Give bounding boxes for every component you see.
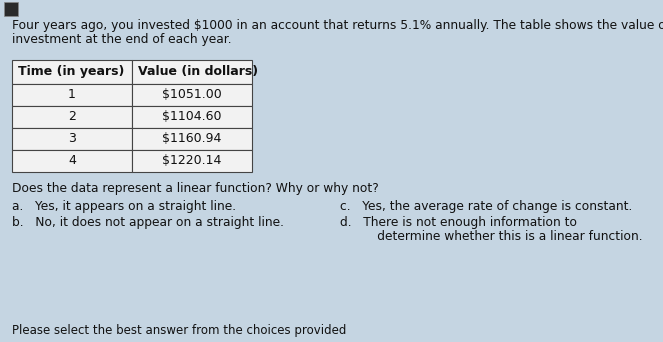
Bar: [132, 60, 252, 84]
Text: 3: 3: [68, 132, 76, 145]
Bar: [12, 106, 132, 128]
Bar: [132, 150, 252, 172]
Text: Please select the best answer from the choices provided: Please select the best answer from the c…: [12, 324, 346, 337]
Text: 4: 4: [68, 155, 76, 168]
Text: $1051.00: $1051.00: [162, 89, 222, 102]
Text: b.   No, it does not appear on a straight line.: b. No, it does not appear on a straight …: [12, 216, 284, 229]
Bar: [12, 150, 132, 172]
Text: $1160.94: $1160.94: [162, 132, 221, 145]
Bar: [132, 106, 252, 128]
Text: $1220.14: $1220.14: [162, 155, 221, 168]
Text: determine whether this is a linear function.: determine whether this is a linear funct…: [354, 230, 642, 243]
Text: c.   Yes, the average rate of change is constant.: c. Yes, the average rate of change is co…: [340, 200, 633, 213]
Text: Value (in dollars): Value (in dollars): [138, 66, 258, 79]
Bar: [132, 84, 252, 106]
Text: Does the data represent a linear function? Why or why not?: Does the data represent a linear functio…: [12, 182, 379, 195]
Bar: [12, 60, 132, 84]
Text: Four years ago, you invested $1000 in an account that returns 5.1% annually. The: Four years ago, you invested $1000 in an…: [12, 19, 663, 32]
Bar: [12, 84, 132, 106]
Bar: [132, 128, 252, 150]
Bar: [12, 128, 132, 150]
Text: 2: 2: [68, 110, 76, 123]
Text: 1: 1: [68, 89, 76, 102]
Text: investment at the end of each year.: investment at the end of each year.: [12, 33, 231, 46]
Text: a.   Yes, it appears on a straight line.: a. Yes, it appears on a straight line.: [12, 200, 236, 213]
Text: d.   There is not enough information to: d. There is not enough information to: [340, 216, 577, 229]
Text: $1104.60: $1104.60: [162, 110, 221, 123]
Bar: [4, 2, 18, 16]
Text: Time (in years): Time (in years): [18, 66, 125, 79]
